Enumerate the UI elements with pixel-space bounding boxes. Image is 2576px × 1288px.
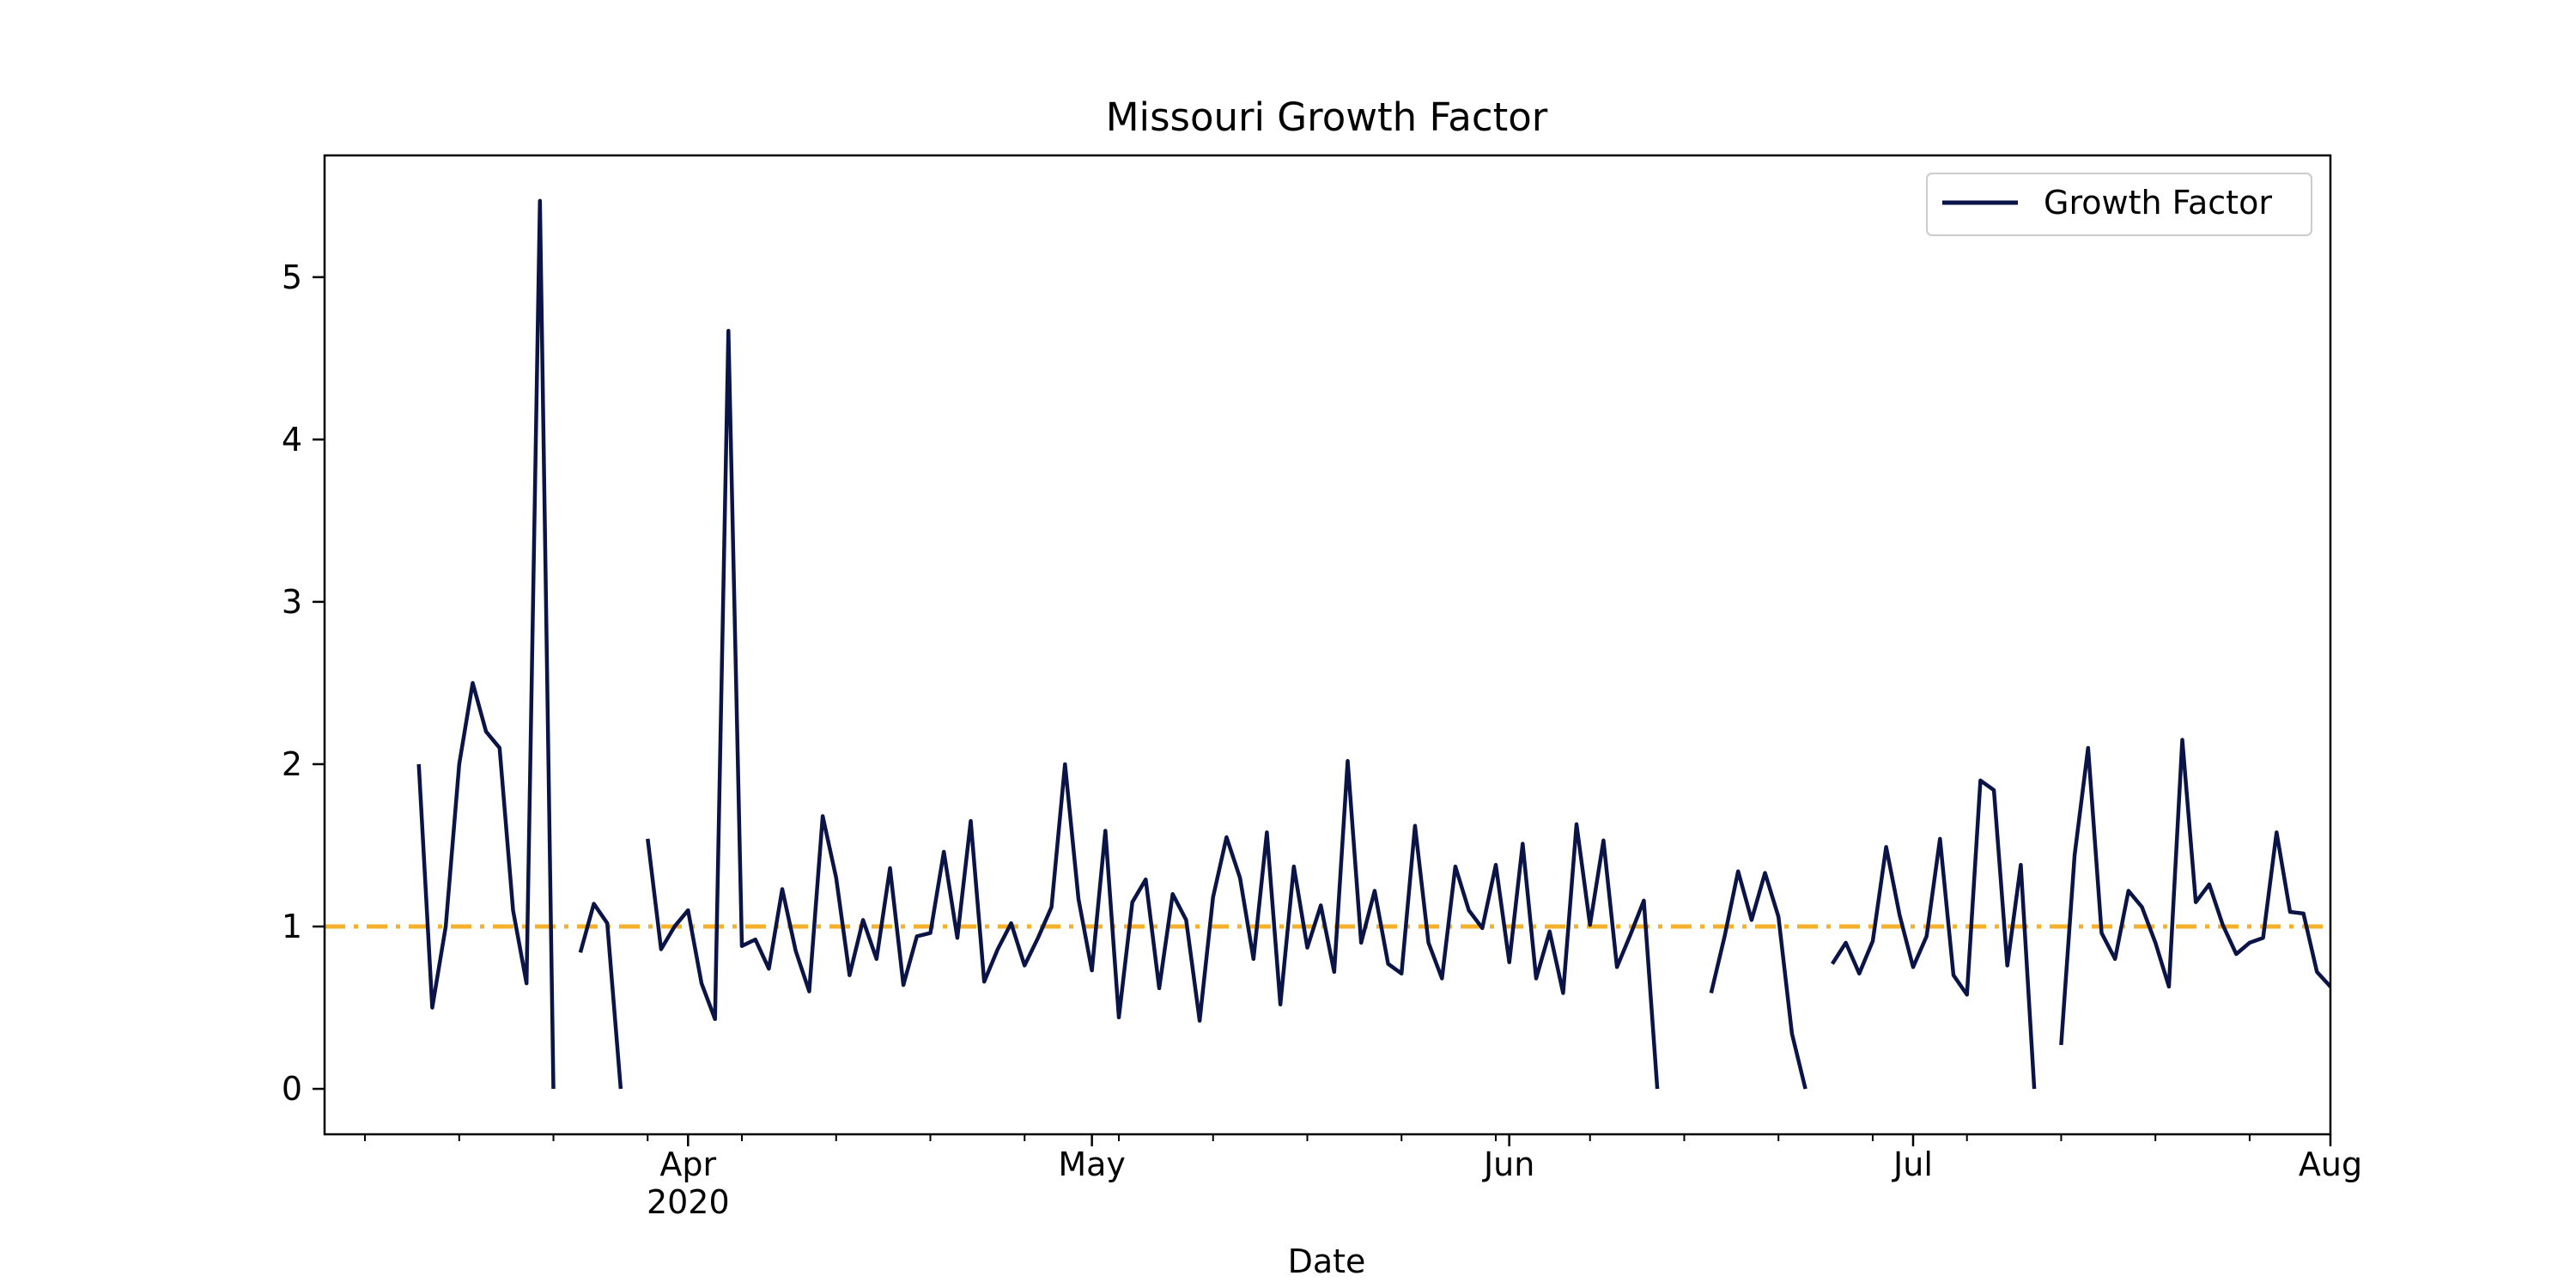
y-tick-label: 4: [282, 421, 302, 459]
plot-area: [325, 198, 2330, 1090]
y-axis-ticks: 0 1 2 3 4 5: [282, 258, 325, 1108]
legend-label: Growth Factor: [2044, 184, 2272, 222]
chart-title: Missouri Growth Factor: [1106, 94, 1548, 140]
legend: Growth Factor: [1926, 173, 2312, 236]
x-tick-sublabel: 2020: [647, 1183, 730, 1221]
x-tick-label: Apr: [659, 1145, 716, 1183]
x-tick-label: Jun: [1482, 1145, 1534, 1183]
y-tick-label: 2: [282, 745, 302, 783]
x-axis-label: Date: [1288, 1242, 1366, 1280]
y-tick-label: 0: [282, 1070, 302, 1108]
x-tick-label: Jul: [1892, 1145, 1933, 1183]
x-tick-label: May: [1058, 1145, 1126, 1183]
plot-frame: [323, 154, 2332, 1136]
y-tick-label: 3: [282, 583, 302, 621]
series-line: [416, 198, 2330, 1090]
series-group: [416, 198, 2330, 1090]
legend-box: [1926, 173, 2312, 236]
x-tick-label: Aug: [2299, 1145, 2362, 1183]
y-tick-label: 1: [282, 908, 302, 945]
y-tick-label: 5: [282, 258, 302, 296]
